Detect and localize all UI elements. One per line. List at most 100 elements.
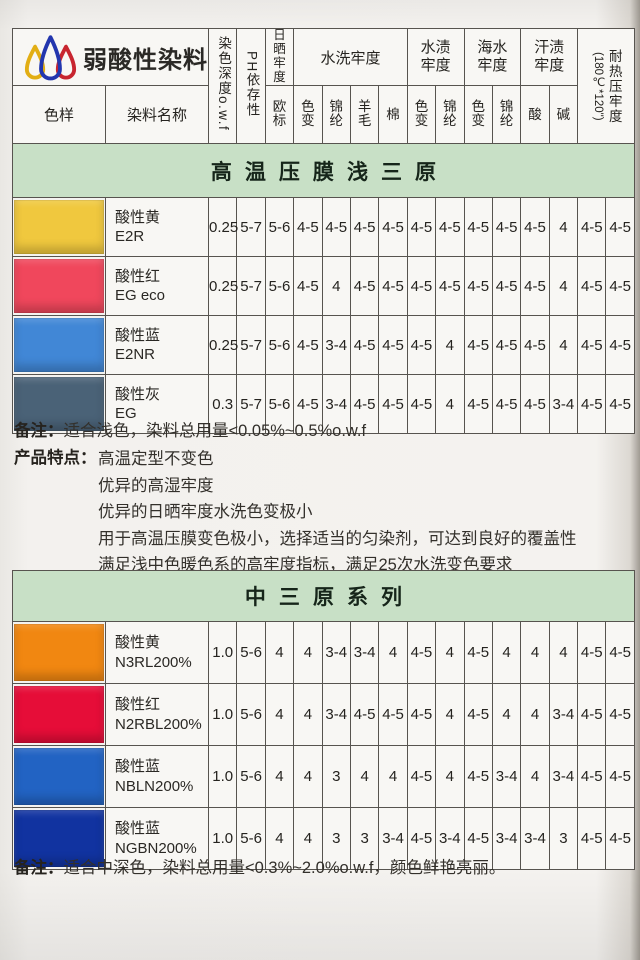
rating-cell: 4	[293, 683, 323, 746]
col-header-sun-group: 日晒牢度	[264, 28, 295, 86]
dye-name-cn: 酸性蓝	[115, 820, 161, 837]
color-swatch-cell	[12, 621, 106, 684]
rating-cell: 4	[293, 621, 323, 684]
rating-cell: 4-5	[435, 197, 465, 257]
notes-block-2: 备注：适合中深色，染料总用量<0.3%~2.0%o.w.f，颜色鲜艳亮丽。	[14, 856, 626, 881]
table1-body: 酸性黄 E2R 0.25 5-7 5-6 4-5 4-5 4-5 4-5 4-5…	[12, 197, 635, 434]
rating-cell: 4-5	[406, 256, 437, 316]
col-header-ph: PH依存性	[236, 28, 266, 144]
rating-cell: 4-5	[463, 621, 493, 684]
dye-name-cell: 酸性黄 E2R	[105, 197, 209, 257]
table-medium-trichromatic: 中三原系列 酸性黄 N3RL200% 1.0 5-6 4 4 3-4 3-4	[12, 570, 635, 870]
rating-cell: 4	[520, 683, 550, 746]
rating-cell: 5-6	[236, 745, 266, 808]
features-list: 高温定型不变色 优异的高湿牢度 优异的日晒牢度水洗色变极小 用于高温压膜变色极小…	[98, 446, 577, 579]
rating-cell: 1.0	[207, 807, 238, 870]
dye-row: 酸性蓝 NGBN200% 1.0 5-6 4 4 3 3 3-4 4-5 3-4…	[12, 807, 635, 870]
col-header-wash-group: 水洗牢度	[293, 28, 408, 86]
rating-cell: 5-6	[264, 374, 295, 434]
rating-cell: 5-6	[264, 315, 295, 375]
rating-cell: 3	[321, 745, 351, 808]
rating-cell: 4-5	[406, 745, 437, 808]
dye-name-cn: 酸性黄	[115, 208, 161, 226]
rating-cell: 4	[378, 621, 408, 684]
rating-cell: 4-5	[520, 374, 550, 434]
press-title: 耐热压牢度	[606, 48, 622, 124]
dye-row: 酸性红 EG eco 0.25 5-7 5-6 4-5 4 4-5 4-5 4-…	[12, 256, 635, 316]
color-swatch-cell	[12, 197, 106, 257]
rating-cell: 1.0	[207, 745, 238, 808]
rating-cell: 5-6	[236, 621, 266, 684]
col-header-press: (180℃*120") 耐热压牢度	[577, 28, 635, 144]
rating-cell: 4-5	[378, 374, 408, 434]
dye-name-cell: 酸性蓝 E2NR	[105, 315, 209, 375]
rating-cell: 4	[435, 621, 465, 684]
rating-cell: 4-5	[293, 197, 323, 257]
rating-cell: 4-5	[520, 315, 550, 375]
rating-cell: 4-5	[321, 197, 351, 257]
col-header-wash-wool: 羊毛	[349, 85, 380, 144]
rating-cell: 3-4	[491, 745, 522, 808]
product-features: 产品特点： 高温定型不变色 优异的高湿牢度 优异的日晒牢度水洗色变极小 用于高温…	[14, 446, 626, 579]
dye-name-cn: 酸性黄	[115, 634, 161, 651]
note-line: 备注：适合中深色，染料总用量<0.3%~2.0%o.w.f，颜色鲜艳亮丽。	[14, 856, 626, 881]
rating-cell: 4-5	[605, 315, 635, 375]
color-swatch	[14, 686, 104, 743]
rating-cell: 3-4	[548, 374, 579, 434]
rating-cell: 4-5	[463, 315, 493, 375]
rating-cell: 4-5	[605, 197, 635, 257]
color-swatch	[14, 259, 104, 313]
rating-cell: 0.25	[207, 256, 238, 316]
rating-cell: 4	[378, 745, 408, 808]
rating-cell: 4-5	[605, 621, 635, 684]
color-swatch-cell	[12, 807, 106, 870]
col-header-depth: 染色深度o.w.f	[207, 28, 238, 144]
rating-cell: 4-5	[293, 256, 323, 316]
logo: 弱酸性染料	[13, 29, 208, 85]
color-swatch	[14, 200, 104, 254]
rating-cell: 4	[435, 315, 465, 375]
col-header-sea-nylon: 锦纶	[491, 85, 522, 144]
dye-code: EG	[115, 405, 137, 422]
rating-cell: 4-5	[406, 374, 437, 434]
rating-cell: 4-5	[349, 256, 380, 316]
rating-cell: 4-5	[463, 374, 493, 434]
rating-cell: 4-5	[463, 197, 493, 257]
col-header-name: 染料名称	[105, 85, 209, 144]
rating-cell: 3-4	[321, 683, 351, 746]
notes-block-1: 备注：适合浅色，染料总用量<0.05%~0.5%o.w.f 产品特点： 高温定型…	[14, 419, 626, 579]
color-swatch	[14, 624, 104, 681]
feature-item: 用于高温压膜变色极小，选择适当的匀染剂，可达到良好的覆盖性	[98, 529, 577, 548]
rating-cell: 4-5	[577, 621, 607, 684]
rating-cell: 5-7	[236, 374, 266, 434]
rating-cell: 4	[548, 197, 579, 257]
dye-name-cn: 酸性红	[115, 696, 161, 713]
col-header-sun-sub: 欧标	[264, 85, 295, 144]
col-header-stain-nylon: 锦纶	[435, 85, 465, 144]
dye-row: 酸性黄 E2R 0.25 5-7 5-6 4-5 4-5 4-5 4-5 4-5…	[12, 197, 635, 257]
rating-cell: 4	[349, 745, 380, 808]
rating-cell: 4-5	[406, 315, 437, 375]
col-header-wash-cotton: 棉	[378, 85, 408, 144]
rating-cell: 4-5	[435, 256, 465, 316]
rating-cell: 4-5	[406, 807, 437, 870]
feature-item: 满足浅中色暖色系的高牢度指标，满足25次水洗变色要求	[98, 556, 513, 574]
table2-body: 酸性黄 N3RL200% 1.0 5-6 4 4 3-4 3-4 4 4-5 4…	[12, 621, 635, 870]
rating-cell: 4-5	[463, 683, 493, 746]
col-header-wash-colorchange: 色变	[293, 85, 323, 144]
rating-cell: 4	[264, 807, 295, 870]
rating-cell: 4	[520, 621, 550, 684]
rating-cell: 4-5	[406, 621, 437, 684]
rating-cell: 4	[491, 621, 522, 684]
rating-cell: 5-7	[236, 256, 266, 316]
dye-row: 酸性蓝 NBLN200% 1.0 5-6 4 4 3 4 4 4-5 4 4-5…	[12, 745, 635, 808]
rating-cell: 4	[293, 807, 323, 870]
rating-cell: 3-4	[321, 374, 351, 434]
rating-cell: 4	[548, 256, 579, 316]
rating-cell: 4-5	[293, 374, 323, 434]
rating-cell: 5-7	[236, 197, 266, 257]
rating-cell: 0.3	[207, 374, 238, 434]
color-swatch	[14, 748, 104, 805]
col-header-sweat-alkali: 碱	[548, 85, 579, 144]
rating-cell: 4-5	[577, 807, 607, 870]
